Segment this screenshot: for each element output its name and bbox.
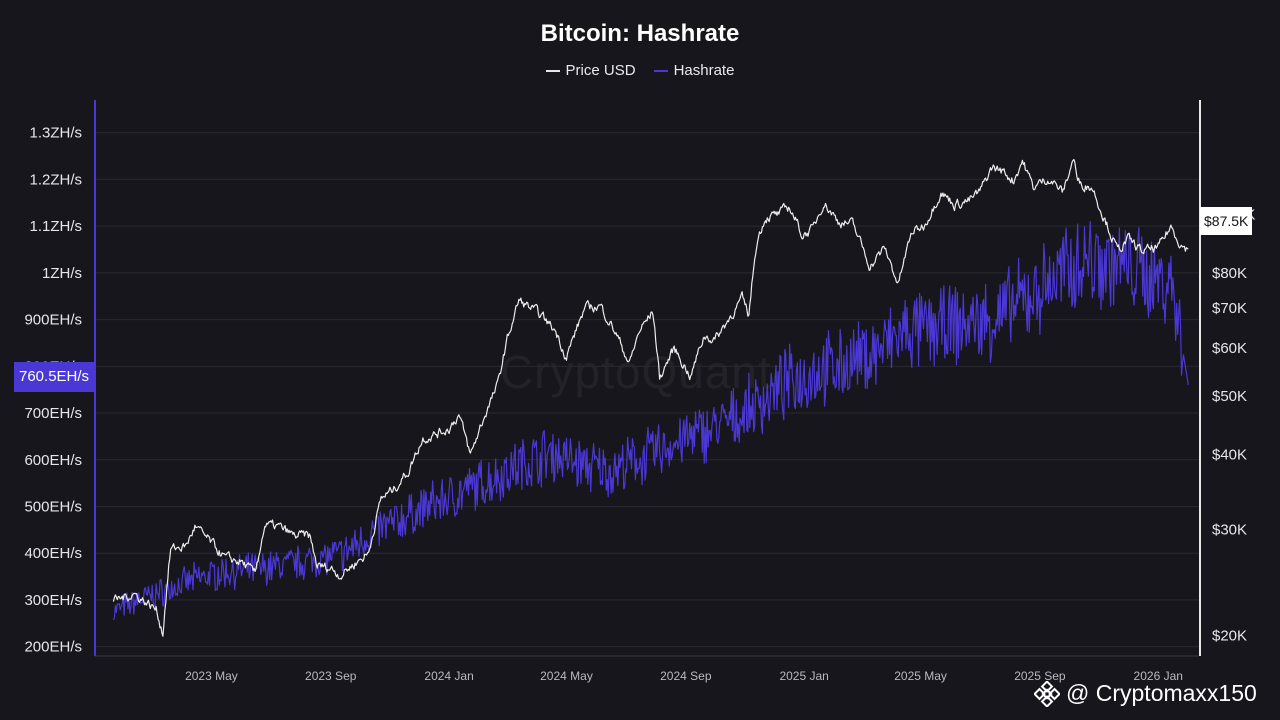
y-right-tick-label: $80K — [1212, 265, 1247, 282]
legend-swatch-price — [545, 69, 560, 72]
y-left-tick-label: 1.2ZH/s — [29, 171, 82, 188]
credit-text: @ Cryptomaxx150 — [1066, 680, 1257, 706]
price-line — [112, 158, 1189, 637]
watermark: CryptoQuant — [500, 346, 772, 398]
current-price-badge: $87.5K — [1200, 207, 1253, 235]
y-left-tick-label: 1.1ZH/s — [29, 218, 82, 235]
y-right-tick-label: $20K — [1212, 628, 1247, 645]
price-series — [112, 158, 1189, 637]
y-right-tick-label: $60K — [1212, 340, 1247, 357]
binance-icon — [1034, 680, 1060, 707]
y-right-tick-label: $70K — [1212, 300, 1247, 317]
x-tick-label: 2025 May — [894, 669, 947, 683]
y-right-tick-label: $50K — [1212, 388, 1247, 405]
legend-swatch-hashrate — [653, 69, 668, 72]
x-tick-label: 2023 Sep — [305, 669, 357, 683]
y-right-tick-label: $30K — [1212, 522, 1247, 539]
y-left-tick-label: 600EH/s — [24, 452, 82, 469]
x-tick-label: 2024 Sep — [660, 669, 712, 683]
legend-item-price[interactable]: Price USD — [545, 62, 636, 79]
chart-title: Bitcoin: Hashrate — [540, 20, 740, 47]
y-left-tick-label: 200EH/s — [24, 639, 82, 656]
y-left-tick-label: 500EH/s — [24, 498, 82, 515]
x-tick-label: 2023 May — [185, 669, 238, 683]
y-left-tick-label: 1ZH/s — [42, 265, 82, 282]
legend-label-price: Price USD — [565, 62, 636, 79]
hashrate-line — [112, 221, 1189, 621]
x-tick-label: 2025 Jan — [779, 669, 828, 683]
x-tick-label: 2024 Jan — [424, 669, 473, 683]
legend-label-hashrate: Hashrate — [673, 62, 735, 79]
current-hashrate-badge: 760.5EH/s — [14, 362, 95, 392]
y-left-tick-label: 1.3ZH/s — [29, 125, 82, 142]
y-left-tick-label: 700EH/s — [24, 405, 82, 422]
legend-item-hashrate[interactable]: Hashrate — [653, 62, 735, 79]
x-tick-label: 2024 May — [540, 669, 593, 683]
axes: 200EH/s 300EH/s 400EH/s 500EH/s 600EH/s 700EH… — [24, 100, 1255, 683]
y-left-tick-label: 400EH/s — [24, 545, 82, 562]
credit: @ Cryptomaxx150 — [1034, 680, 1257, 707]
y-left-tick-label: 900EH/s — [24, 312, 82, 329]
chart-legend: Price USD Hashrate — [0, 62, 1280, 79]
x-tick-label: 2025 Sep — [1014, 669, 1066, 683]
y-left-tick-label: 300EH/s — [24, 592, 82, 609]
y-right-tick-label: $40K — [1212, 446, 1247, 463]
hashrate-series — [112, 221, 1189, 621]
x-tick-label: 2026 Jan — [1134, 669, 1183, 683]
